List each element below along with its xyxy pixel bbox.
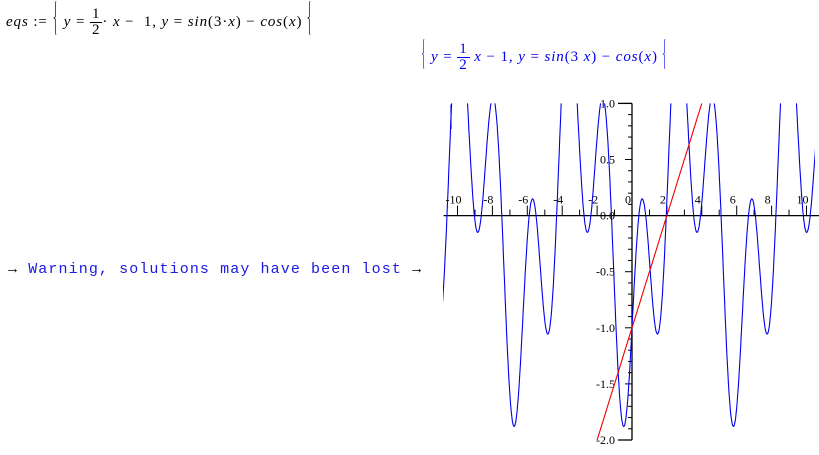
svg-text:2: 2 — [660, 193, 666, 207]
svg-text:-0.5: -0.5 — [596, 265, 615, 279]
svg-text:-4: -4 — [553, 193, 563, 207]
svg-text:-1.0: -1.0 — [596, 321, 615, 335]
svg-text:0: 0 — [625, 193, 631, 207]
svg-text:-6: -6 — [518, 193, 528, 207]
svg-text:6: 6 — [730, 193, 736, 207]
svg-text:-8: -8 — [483, 193, 493, 207]
svg-text:-1.5: -1.5 — [596, 377, 615, 391]
svg-text:1.0: 1.0 — [600, 96, 615, 110]
svg-text:0.5: 0.5 — [600, 153, 615, 167]
svg-text:8: 8 — [765, 193, 771, 207]
svg-text:4: 4 — [695, 193, 701, 207]
